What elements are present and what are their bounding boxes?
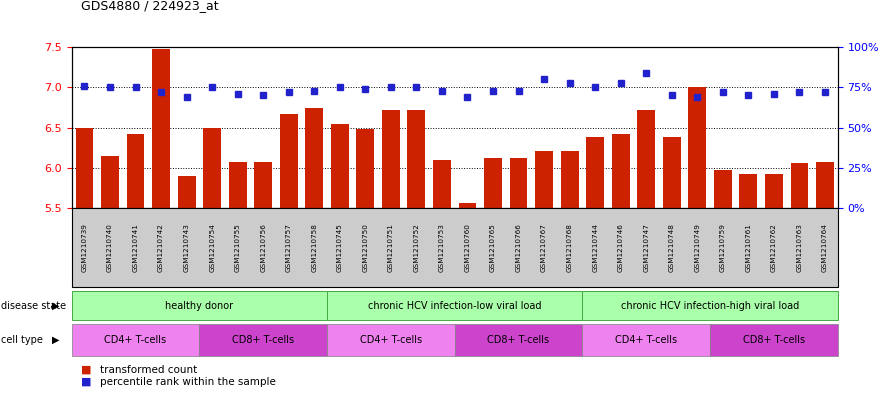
Bar (75, 128, 93, 208)
Bar (561, 151, 579, 208)
Text: GSM1210757: GSM1210757 (286, 223, 292, 272)
Text: CD4+ T-cells: CD4+ T-cells (105, 335, 167, 345)
Text: cell type: cell type (1, 335, 43, 345)
Text: GSM1210768: GSM1210768 (566, 223, 573, 272)
Bar (408, 110, 426, 208)
Bar (228, 162, 246, 208)
Bar (714, 170, 732, 208)
Text: ▶: ▶ (52, 301, 59, 310)
Bar (177, 176, 195, 208)
Bar (306, 108, 323, 208)
Bar (663, 138, 681, 208)
Bar (688, 87, 706, 208)
Bar (790, 163, 808, 208)
Text: CD8+ T-cells: CD8+ T-cells (743, 335, 805, 345)
Text: GSM1210752: GSM1210752 (413, 223, 419, 272)
Text: CD8+ T-cells: CD8+ T-cells (232, 335, 294, 345)
Bar (254, 162, 272, 208)
Text: GSM1210762: GSM1210762 (771, 223, 777, 272)
Bar (459, 203, 477, 208)
Bar (280, 114, 297, 208)
Text: disease state: disease state (1, 301, 66, 310)
Text: GSM1210764: GSM1210764 (822, 223, 828, 272)
Text: ■: ■ (81, 377, 91, 387)
Bar (510, 158, 528, 208)
Bar (535, 151, 553, 208)
Text: GSM1210753: GSM1210753 (439, 223, 445, 272)
Bar (612, 134, 630, 208)
Text: GSM1210750: GSM1210750 (362, 223, 368, 272)
Text: GSM1210747: GSM1210747 (643, 223, 650, 272)
Text: GSM1210744: GSM1210744 (592, 223, 599, 272)
Text: GSM1210760: GSM1210760 (464, 223, 470, 272)
Bar (484, 158, 502, 208)
Text: CD4+ T-cells: CD4+ T-cells (360, 335, 422, 345)
Bar (433, 160, 451, 208)
Text: GSM1210763: GSM1210763 (797, 223, 803, 272)
Text: ■: ■ (81, 365, 91, 375)
Text: GSM1210746: GSM1210746 (617, 223, 624, 272)
Text: ▶: ▶ (52, 335, 59, 345)
Text: GSM1210754: GSM1210754 (209, 223, 215, 272)
Text: GSM1210740: GSM1210740 (107, 223, 113, 272)
Text: CD4+ T-cells: CD4+ T-cells (616, 335, 677, 345)
Text: GSM1210739: GSM1210739 (82, 223, 88, 272)
Text: GSM1210758: GSM1210758 (311, 223, 317, 272)
Text: GSM1210759: GSM1210759 (719, 223, 726, 272)
Bar (637, 110, 655, 208)
Bar (101, 156, 119, 208)
Bar (152, 49, 170, 208)
Bar (816, 162, 834, 208)
Text: GDS4880 / 224923_at: GDS4880 / 224923_at (81, 0, 219, 12)
Bar (586, 138, 604, 208)
Bar (357, 129, 375, 208)
Text: GSM1210767: GSM1210767 (541, 223, 547, 272)
Text: GSM1210743: GSM1210743 (184, 223, 190, 272)
Text: GSM1210761: GSM1210761 (745, 223, 752, 272)
Text: CD8+ T-cells: CD8+ T-cells (487, 335, 549, 345)
Text: GSM1210756: GSM1210756 (260, 223, 266, 272)
Bar (126, 134, 144, 208)
Text: GSM1210765: GSM1210765 (490, 223, 496, 272)
Text: chronic HCV infection-low viral load: chronic HCV infection-low viral load (368, 301, 541, 310)
Text: GSM1210749: GSM1210749 (694, 223, 701, 272)
Text: GSM1210745: GSM1210745 (337, 223, 343, 272)
Text: percentile rank within the sample: percentile rank within the sample (100, 377, 276, 387)
Text: chronic HCV infection-high viral load: chronic HCV infection-high viral load (621, 301, 799, 310)
Text: GSM1210751: GSM1210751 (388, 223, 394, 272)
Bar (765, 174, 783, 208)
Text: GSM1210741: GSM1210741 (133, 223, 139, 272)
Text: GSM1210748: GSM1210748 (668, 223, 675, 272)
Text: healthy donor: healthy donor (165, 301, 234, 310)
Bar (739, 174, 757, 208)
Bar (331, 124, 349, 208)
Text: GSM1210742: GSM1210742 (158, 223, 164, 272)
Text: GSM1210766: GSM1210766 (515, 223, 521, 272)
Text: transformed count: transformed count (100, 365, 198, 375)
Bar (382, 110, 400, 208)
Bar (203, 128, 221, 208)
Text: GSM1210755: GSM1210755 (235, 223, 241, 272)
